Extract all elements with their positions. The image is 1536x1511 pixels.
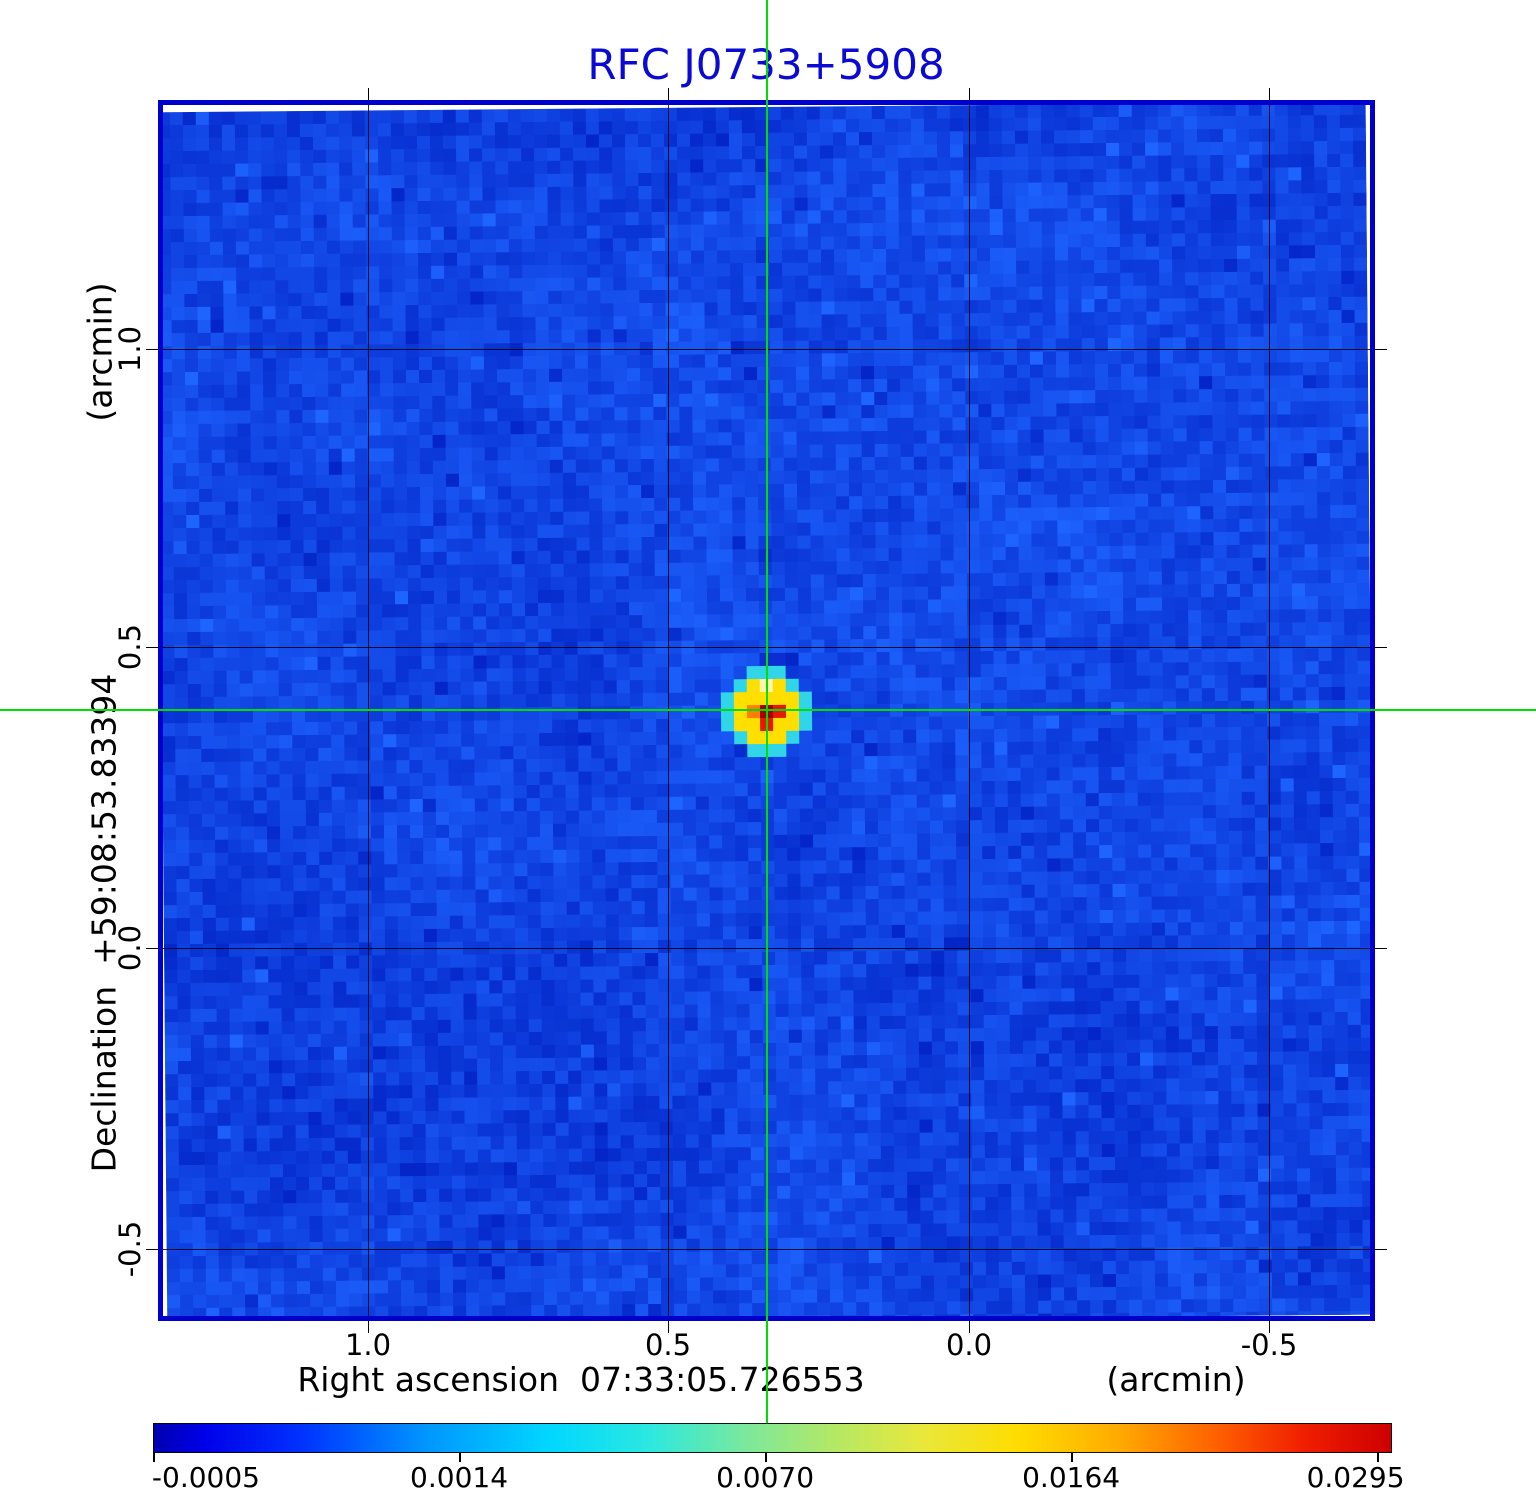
y-tick-left [146,349,158,350]
colorbar-tick [459,1453,462,1462]
x-tick-top [969,88,970,100]
y-tick-left [146,948,158,949]
y-tick-right [1375,349,1387,350]
y-tick-left [146,1249,158,1250]
x-tick-label: 0.5 [644,1328,692,1362]
x-tick-bottom [668,1321,669,1333]
y-tick-label: 0.0 [113,924,147,972]
colorbar-tick-label: 0.0014 [410,1461,509,1494]
x-axis-title: Right ascension 07:33:05.726553 [297,1360,865,1399]
x-tick-label: 1.0 [344,1328,392,1362]
colorbar-tick-label: -0.0005 [151,1461,260,1494]
x-tick-bottom [969,1321,970,1333]
y-tick-label: 1.0 [113,325,147,373]
x-axis-unit-label: (arcmin) [1106,1360,1246,1399]
x-tick-top [1269,88,1270,100]
y-tick-right [1375,1249,1387,1250]
y-tick-label: -0.5 [113,1220,147,1278]
x-tick-bottom [1269,1321,1270,1333]
y-tick-right [1375,948,1387,949]
x-tick-top [668,88,669,100]
x-tick-bottom [368,1321,369,1333]
colorbar-tick-label: 0.0164 [1022,1461,1121,1494]
y-tick-label: 0.5 [113,623,147,671]
x-tick-top [368,88,369,100]
figure-title: RFC J0733+5908 [587,40,945,89]
colorbar-tick-label: 0.0295 [1306,1461,1405,1494]
colorbar-tick-label: 0.0070 [716,1461,815,1494]
colorbar-tick [765,1453,768,1462]
x-tick-label: 0.0 [945,1328,993,1362]
crosshair-vertical-line [766,0,768,1423]
y-tick-right [1375,647,1387,648]
y-tick-left [146,647,158,648]
y-axis-title: Declination +59:08:53.83394 [84,673,124,1173]
colorbar [153,1423,1392,1453]
x-tick-label: -0.5 [1240,1328,1298,1362]
colorbar-tick [153,1453,155,1462]
colorbar-tick [1377,1453,1380,1462]
colorbar-tick [1071,1453,1074,1462]
crosshair-horizontal-line [0,709,1536,711]
